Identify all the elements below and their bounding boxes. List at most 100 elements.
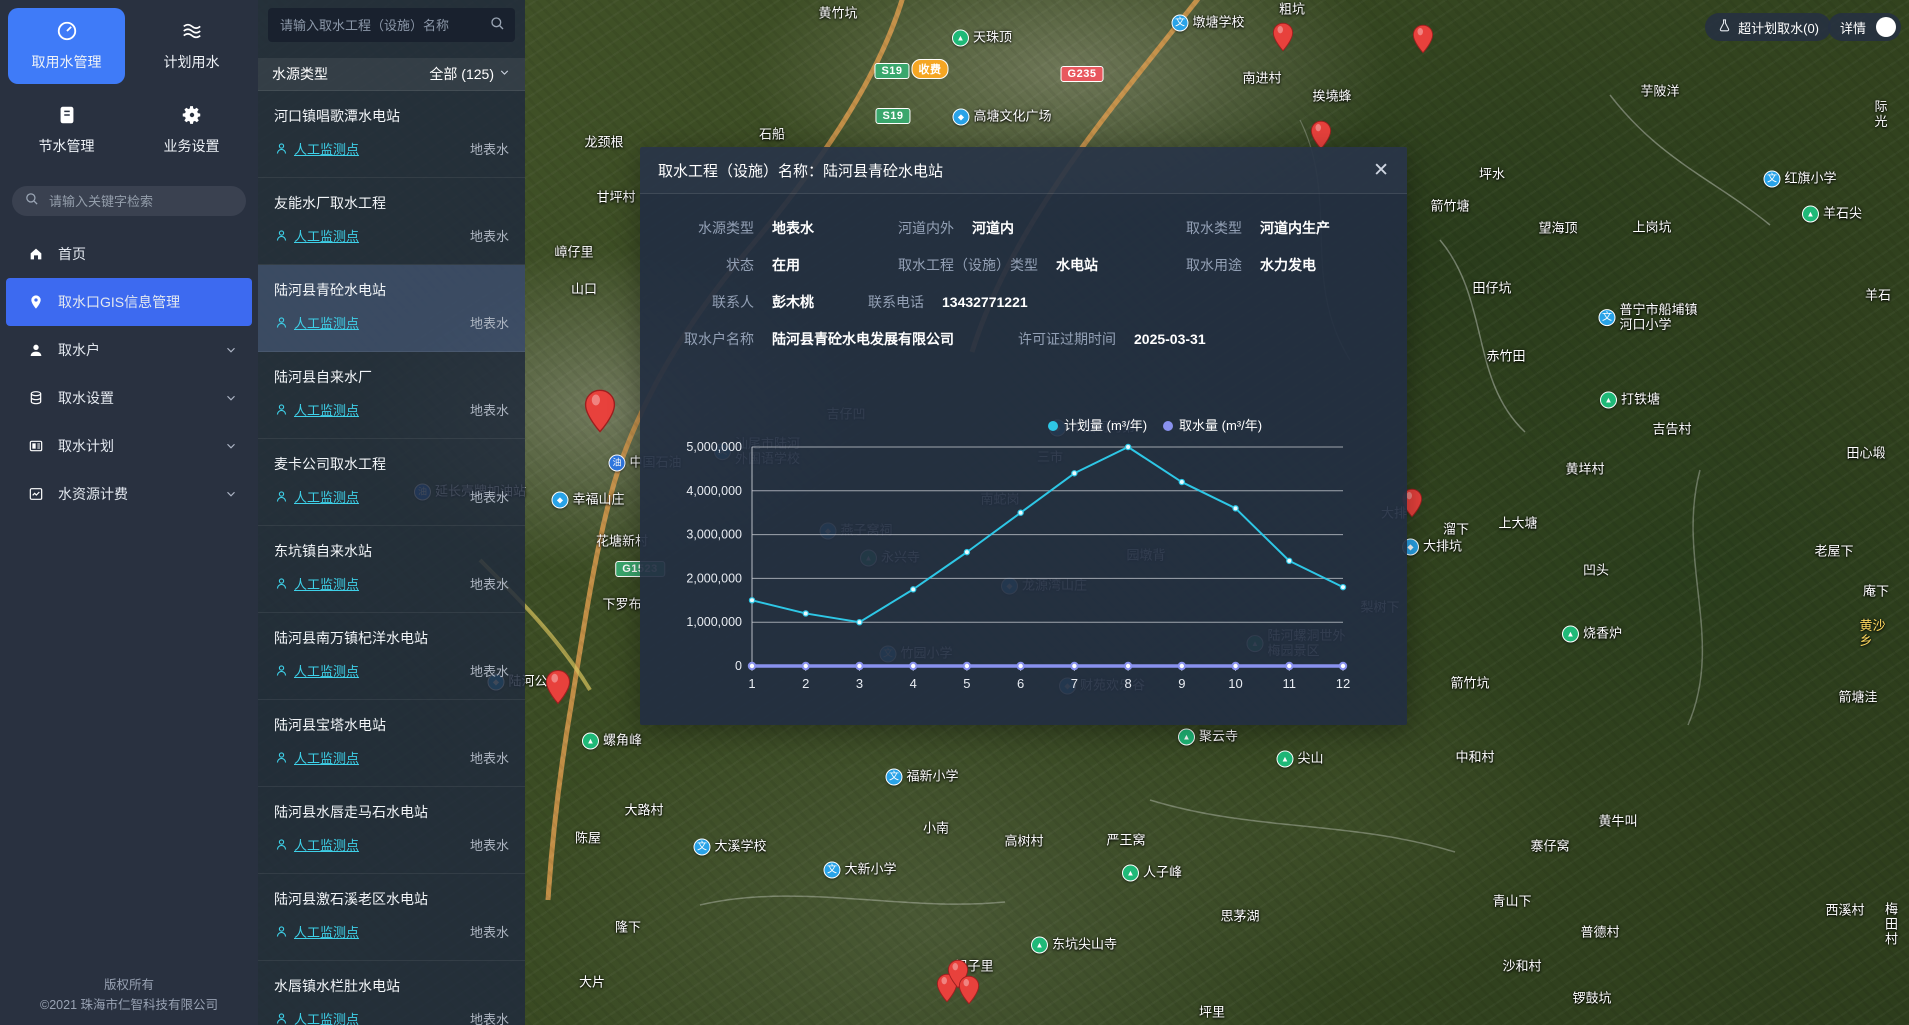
intake-name: 东坑镇自来水站 xyxy=(274,543,372,559)
monitor-type-link[interactable]: 人工监测点 xyxy=(294,1012,360,1025)
intake-name: 陆河县宝塔水电站 xyxy=(274,717,386,733)
map-label: 上大塘 xyxy=(1498,516,1537,532)
sidebar-search-input[interactable] xyxy=(47,192,234,210)
map-label-text: 山口 xyxy=(570,281,598,297)
sidebar-item[interactable]: 水资源计费 xyxy=(0,470,258,518)
red-pin-icon[interactable] xyxy=(584,389,617,442)
list-item[interactable]: 陆河县青砼水电站 人工监测点 地表水 xyxy=(258,265,525,352)
map-label: 上岗坑 xyxy=(1632,220,1671,236)
monitor-type-link[interactable]: 人工监测点 xyxy=(294,490,360,505)
chart-svg: 0 1,000,000 2,000,000 3,000,000 4,000,000 5,0… xyxy=(686,418,1350,691)
monitor-type-link[interactable]: 人工监测点 xyxy=(294,751,360,766)
monitor-type-link[interactable]: 人工监测点 xyxy=(294,925,360,940)
monitor-type-link[interactable]: 人工监测点 xyxy=(294,229,360,244)
module-tile[interactable]: 计划用水 xyxy=(133,8,250,84)
map-label-text: 老屋下 xyxy=(1814,543,1854,559)
map-label-text: 陈屋 xyxy=(574,830,602,846)
close-icon[interactable]: ✕ xyxy=(1373,159,1389,181)
toggle-knob[interactable] xyxy=(1876,17,1896,37)
list-item[interactable]: 陆河县水唇走马石水电站 人工监测点 地表水 xyxy=(258,787,525,874)
copyright-line2: ©2021 珠海市仁智科技有限公司 xyxy=(40,997,218,1012)
sidebar-item[interactable]: 取水口GIS信息管理 xyxy=(6,278,252,326)
intake-search-box[interactable] xyxy=(268,8,515,42)
field-value: 水力发电 xyxy=(1260,257,1316,273)
map-label-text: 羊石 xyxy=(1864,287,1892,303)
map-label: 陈屋 xyxy=(574,830,602,847)
road-badge: S19 xyxy=(875,108,911,124)
list-item[interactable]: 河口镇唱歌潭水电站 人工监测点 地表水 xyxy=(258,91,525,178)
intake-meta: 人工监测点 地表水 xyxy=(274,1009,509,1025)
chevron-down-icon xyxy=(224,439,238,453)
list-item[interactable]: 陆河县激石溪老区水电站 人工监测点 地表水 xyxy=(258,874,525,961)
field: 许可证过期时间 2025-03-31 xyxy=(1018,329,1206,349)
map-label-text: 东坑尖山寺 xyxy=(1051,936,1118,952)
person-icon xyxy=(274,315,294,330)
detail-toggle[interactable]: 详情 xyxy=(1827,13,1901,41)
search-icon[interactable] xyxy=(489,15,505,36)
list-item[interactable]: 陆河县宝塔水电站 人工监测点 地表水 xyxy=(258,700,525,787)
road-badge: S19 xyxy=(874,63,910,79)
list-item[interactable]: 麦卡公司取水工程 人工监测点 地表水 xyxy=(258,439,525,526)
monitor-type-link[interactable]: 人工监测点 xyxy=(294,142,360,157)
list-item[interactable]: 东坑镇自来水站 人工监测点 地表水 xyxy=(258,526,525,613)
monitor-type-link[interactable]: 人工监测点 xyxy=(294,403,360,418)
sidebar-item[interactable]: 取水户 xyxy=(0,326,258,374)
intake-meta: 人工监测点 地表水 xyxy=(274,922,509,941)
field-row: 状态 在用 取水工程（设施）类型 水电站 取水用途 水力发电 xyxy=(668,255,1407,275)
map-label: 锣鼓坑 xyxy=(1572,991,1611,1007)
monitor-type-link[interactable]: 人工监测点 xyxy=(294,316,360,331)
blue-poi-icon: ◆ xyxy=(551,491,569,509)
map-label-text: 下罗布 xyxy=(602,596,642,612)
module-tile[interactable]: 取用水管理 xyxy=(8,8,125,84)
map-label-text: 大片 xyxy=(578,974,606,990)
red-pin-icon[interactable] xyxy=(1272,22,1294,57)
field-row: 取水户名称 陆河县青砼水电发展有限公司 许可证过期时间 2025-03-31 xyxy=(668,329,1407,349)
module-tile[interactable]: 业务设置 xyxy=(133,92,250,168)
module-label: 计划用水 xyxy=(163,54,220,70)
sidebar-search-box[interactable] xyxy=(12,186,246,216)
monitor-type-link[interactable]: 人工监测点 xyxy=(294,664,360,679)
map-label: 梅田村 xyxy=(1885,902,1901,948)
map-label-text: 嶂仔里 xyxy=(554,244,594,260)
list-item[interactable]: 友能水厂取水工程 人工监测点 地表水 xyxy=(258,178,525,265)
over-plan-intake-badge[interactable]: 超计划取水(0) xyxy=(1705,13,1831,41)
person-icon xyxy=(274,228,294,243)
svg-text:7: 7 xyxy=(1071,676,1078,691)
intake-search-input[interactable] xyxy=(278,16,481,34)
sidebar-item[interactable]: 取水计划 xyxy=(0,422,258,470)
field-label: 许可证过期时间 xyxy=(1018,331,1116,347)
map-label-text: 思茅湖 xyxy=(1220,908,1260,924)
map-label: 凹头 xyxy=(1583,563,1609,579)
red-pin-icon[interactable] xyxy=(1412,24,1434,59)
map-label-text: 人子峰 xyxy=(1142,864,1183,880)
map-label-text: 粗坑 xyxy=(1278,1,1306,17)
list-item[interactable]: 陆河县自来水厂 人工监测点 地表水 xyxy=(258,352,525,439)
map-label: 西溪村 xyxy=(1825,902,1865,919)
location-pin-icon xyxy=(28,294,44,310)
list-item[interactable]: 陆河县南万镇杞洋水电站 人工监测点 地表水 xyxy=(258,613,525,700)
person-icon xyxy=(274,924,294,939)
person-icon xyxy=(274,402,294,417)
filter-dropdown[interactable]: 全部 (125) xyxy=(429,64,511,84)
map-label: 龙颈根 xyxy=(584,135,623,151)
map-label: 隆下 xyxy=(615,920,641,936)
field-label: 取水类型 xyxy=(1186,220,1242,236)
sidebar-item[interactable]: 首页 xyxy=(0,230,258,278)
map-label-text: 西溪村 xyxy=(1825,902,1865,918)
red-pin-icon[interactable] xyxy=(545,669,571,711)
list-item[interactable]: 水唇镇水栏肚水电站 人工监测点 地表水 xyxy=(258,961,525,1025)
red-pin-icon[interactable] xyxy=(958,975,980,1010)
intake-name: 陆河县自来水厂 xyxy=(274,369,372,385)
school-poi-icon: 文 xyxy=(1763,170,1781,188)
module-tile[interactable]: 节水管理 xyxy=(8,92,125,168)
map-label: ▲ 羊石尖 xyxy=(1801,205,1862,223)
field-row: 水源类型 地表水 河道内外 河道内 取水类型 河道内生产 xyxy=(668,218,1407,238)
mountain-poi-icon: ▲ xyxy=(1801,205,1819,223)
sidebar-item[interactable]: 取水设置 xyxy=(0,374,258,422)
monitor-type-link[interactable]: 人工监测点 xyxy=(294,577,360,592)
plan-icon xyxy=(28,438,44,454)
chevron-down-icon xyxy=(498,66,511,82)
field: 河道内外 河道内 xyxy=(898,218,1186,238)
field: 联系人 彭木桃 xyxy=(668,292,868,312)
monitor-type-link[interactable]: 人工监测点 xyxy=(294,838,360,853)
